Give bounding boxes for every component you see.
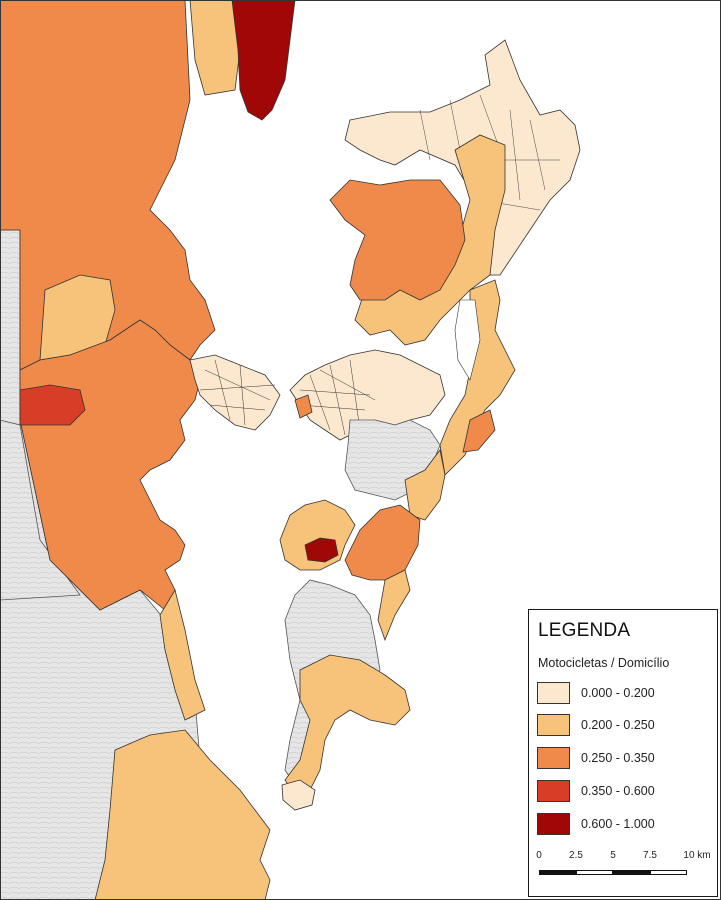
island-south-orange-coast [284, 654, 411, 796]
island-north-parcels [419, 94, 560, 211]
scale-segment [613, 870, 650, 875]
scale-tick-label: 5 [610, 850, 616, 861]
island-south-dark-red [304, 537, 339, 563]
island-east-orange-point [462, 409, 496, 453]
legend-item-label: 0.000 - 0.200 [581, 686, 655, 700]
legend-swatch [537, 780, 570, 802]
legend-item-class-5: 0.600 - 1.000 [537, 813, 713, 837]
scale-bar: 0 2.5 5 7.5 10 km [536, 850, 713, 890]
scale-tick-label: 2.5 [569, 850, 583, 861]
island-south-orange [344, 504, 421, 581]
scale-tick-label: 0 [536, 850, 542, 861]
north-dark-red-region [231, 0, 296, 121]
legend-item-label: 0.600 - 1.000 [581, 817, 655, 831]
map-legend: LEGENDA Motocicletas / Domicílio 0.000 -… [528, 609, 718, 897]
island-east-lagoon [454, 299, 481, 381]
mainland-coastal-strip-orange [159, 588, 206, 721]
island-central-orange [329, 179, 466, 301]
mainland-peninsula-blocks [199, 359, 276, 426]
scale-segment [539, 870, 576, 875]
mainland-south-region [94, 729, 271, 900]
north-inlet-region [189, 0, 241, 96]
legend-item-label: 0.350 - 0.600 [581, 784, 655, 798]
legend-swatch [537, 813, 570, 835]
legend-item-label: 0.200 - 0.250 [581, 718, 655, 732]
legend-item-class-1: 0.000 - 0.200 [537, 682, 713, 706]
legend-swatch [537, 682, 570, 704]
island-east-strip [377, 569, 411, 642]
legend-item-class-2: 0.200 - 0.250 [537, 714, 713, 738]
legend-item-label: 0.250 - 0.350 [581, 751, 655, 765]
scale-segment [650, 870, 687, 875]
legend-item-class-3: 0.250 - 0.350 [537, 747, 713, 771]
scale-tick-label: 7.5 [643, 850, 657, 861]
scale-tick-label: 10 km [683, 850, 711, 861]
legend-item-class-4: 0.350 - 0.600 [537, 780, 713, 804]
mainland-peninsula-urban [189, 354, 281, 431]
scale-segment [576, 870, 613, 875]
island-urban-blocks [299, 359, 376, 436]
legend-subtitle: Motocicletas / Domicílio [538, 656, 670, 670]
legend-title: LEGENDA [538, 620, 631, 641]
island-urban-orange-point [294, 394, 313, 419]
island-south-tip-tan [281, 779, 316, 811]
legend-swatch [537, 747, 570, 769]
mainland-dark-orange-patch [19, 384, 86, 426]
legend-swatch [537, 714, 570, 736]
